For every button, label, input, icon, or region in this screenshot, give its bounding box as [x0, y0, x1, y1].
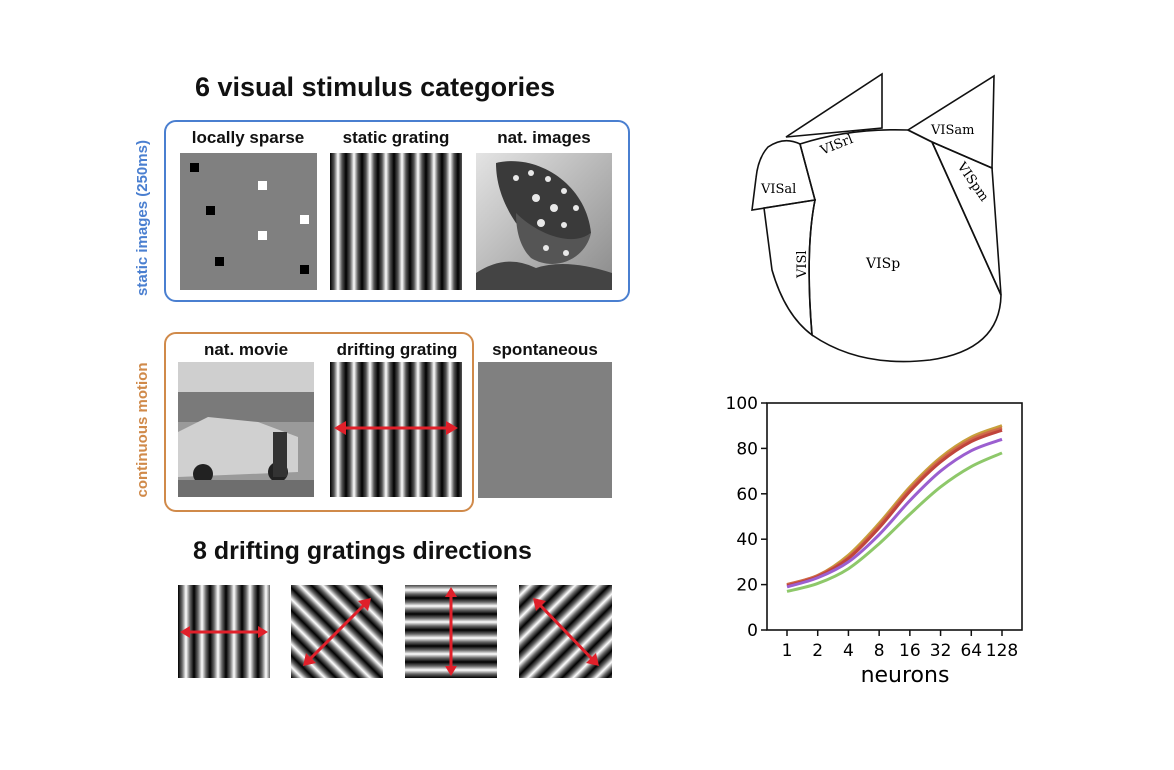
sparse-dark-square: [190, 163, 199, 172]
sparse-light-square: [258, 181, 267, 190]
sparse-light-square: [258, 231, 267, 240]
x-tick-label: 2: [812, 641, 823, 661]
y-tick-label: 100: [726, 394, 758, 414]
y-tick-label: 0: [747, 621, 758, 641]
butterfly-wing: [516, 213, 591, 264]
x-tick-label: 64: [960, 641, 982, 661]
visual-cortex-map: VISrl VISam VISal VISpm VISl VISp: [751, 72, 1002, 363]
sparse-dark-square: [300, 265, 309, 274]
sparse-light-square: [300, 215, 309, 224]
area-label-visp: VISp: [865, 256, 900, 272]
sparse-dark-square: [215, 257, 224, 266]
series-line-series-3: [786, 428, 1003, 588]
natural-movie-frame: [178, 362, 314, 497]
stimulus-categories-title: 6 visual stimulus categories: [195, 72, 556, 102]
area-visam-outline: [906, 74, 995, 170]
x-tick-label: 1: [782, 641, 793, 661]
y-tick-label: 80: [736, 439, 758, 459]
stimulus-label-nat-movie: nat. movie: [203, 340, 289, 359]
stimulus-label-drifting-grating: drifting grating: [336, 340, 458, 359]
drifting-arrow: [334, 421, 458, 435]
spontaneous-stimulus: [478, 362, 612, 498]
x-tick-label: 4: [843, 641, 854, 661]
car-body: [178, 417, 298, 477]
area-visrl-outline: [785, 72, 883, 138]
area-label-visam: VISam: [930, 123, 975, 138]
direction-arrow-vertical: [445, 587, 457, 676]
continuous-motion-label: continuous motion: [134, 362, 151, 498]
x-tick-label: 128: [986, 641, 1018, 661]
natural-image-butterfly: [476, 153, 612, 290]
sparse-dark-square: [206, 206, 215, 215]
person-figure: [273, 432, 287, 477]
plot-frame: [766, 402, 1023, 631]
x-tick-label: 16: [899, 641, 921, 661]
x-tick-label: 8: [874, 641, 885, 661]
area-visp-outline: [799, 128, 1002, 363]
x-tick-label: 32: [930, 641, 952, 661]
x-axis-label: neurons: [861, 663, 950, 688]
stimulus-label-spontaneous: spontaneous: [492, 340, 598, 359]
decoding-accuracy-chart: 0 20 40 60 80 100 1 2 4 8 16 32 64 128 neurons: [726, 394, 1023, 688]
stimulus-label-static-grating: static grating: [342, 128, 450, 147]
continuous-motion-group: [164, 332, 474, 512]
stimulus-label-nat-images: nat. images: [497, 128, 591, 147]
flower-foliage: [476, 261, 612, 290]
direction-arrow-diagonal-1: [303, 598, 371, 666]
locally-sparse-stimulus: [180, 153, 317, 290]
direction-arrow-horizontal: [180, 626, 268, 638]
static-images-label: static images (250ms): [134, 140, 151, 296]
static-images-group: [164, 120, 630, 302]
area-label-visrl: VISrl: [817, 132, 855, 159]
y-tick-label: 20: [736, 576, 758, 596]
series-line-series-4: [786, 437, 1003, 589]
area-label-visl: VISl: [795, 250, 810, 279]
direction-arrow-diagonal-2: [533, 598, 599, 666]
area-label-visal: VISal: [760, 182, 796, 197]
stimulus-label-locally-sparse: locally sparse: [191, 128, 305, 147]
area-visal-outline: [751, 139, 817, 211]
y-tick-label: 60: [736, 485, 758, 505]
directions-title: 8 drifting gratings directions: [193, 537, 532, 565]
static-grating-stimulus: [330, 153, 462, 290]
y-tick-label: 40: [736, 530, 758, 550]
series-line-series-5: [786, 451, 1003, 593]
